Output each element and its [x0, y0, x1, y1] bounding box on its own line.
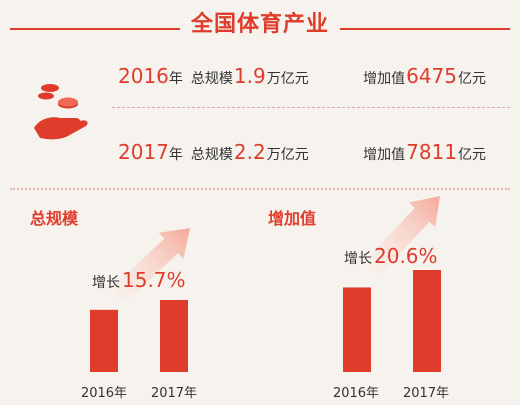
stat-row-2017: 2017 年 总规模 2.2 万亿元 增加值 7811 亿元: [118, 140, 510, 166]
stat-added-unit: 亿元: [458, 71, 486, 87]
growth-label-total: 增长 15.7%: [92, 268, 186, 292]
growth-label: 增长: [344, 251, 372, 267]
growth-arrow: [111, 228, 190, 304]
page-title: 全国体育产业: [190, 12, 329, 37]
stat-total-unit: 万亿元: [266, 71, 309, 87]
growth-label-added: 增长 20.6%: [344, 244, 438, 268]
stat-row-2016: 2016 年 总规模 1.9 万亿元 增加值 6475 亿元: [118, 64, 510, 90]
bar: [160, 300, 188, 372]
stat-added-label: 增加值: [363, 71, 406, 87]
hand-coins-icon: [34, 84, 88, 140]
stat-added-value: 7811: [406, 140, 457, 164]
bar: [343, 287, 371, 372]
title-line-right: [340, 28, 510, 30]
bar: [413, 270, 441, 372]
chart-title-added: 增加值: [268, 209, 317, 228]
stat-added-value: 6475: [406, 64, 457, 88]
stat-year-suffix: 年: [168, 71, 183, 87]
stat-year: 2017: [118, 140, 169, 164]
stat-year: 2016: [118, 64, 169, 88]
growth-label: 增长: [92, 275, 120, 291]
title-bar: 全国体育产业: [0, 0, 520, 40]
stat-divider: [112, 107, 510, 108]
stat-total-label: 总规模: [190, 71, 233, 87]
x-tick-label: 2016年: [80, 386, 128, 401]
growth-arrow: [364, 196, 440, 275]
x-tick-label: 2016年: [332, 386, 380, 401]
stat-added-label: 增加值: [363, 147, 406, 163]
growth-value: 15.7%: [122, 268, 186, 292]
x-tick-label: 2017年: [402, 386, 450, 401]
growth-value: 20.6%: [374, 244, 438, 268]
stat-year-suffix: 年: [168, 147, 183, 163]
stat-total-value: 2.2: [233, 140, 266, 164]
title-line-left: [10, 28, 180, 30]
stat-added-unit: 亿元: [458, 147, 486, 163]
bar: [90, 309, 118, 372]
stat-total-unit: 万亿元: [266, 147, 309, 163]
x-tick-label: 2017年: [150, 386, 198, 401]
section-separator: [10, 188, 510, 190]
stat-total-value: 1.9: [233, 64, 266, 88]
chart-title-total: 总规模: [30, 209, 79, 228]
stat-total-label: 总规模: [190, 147, 233, 163]
